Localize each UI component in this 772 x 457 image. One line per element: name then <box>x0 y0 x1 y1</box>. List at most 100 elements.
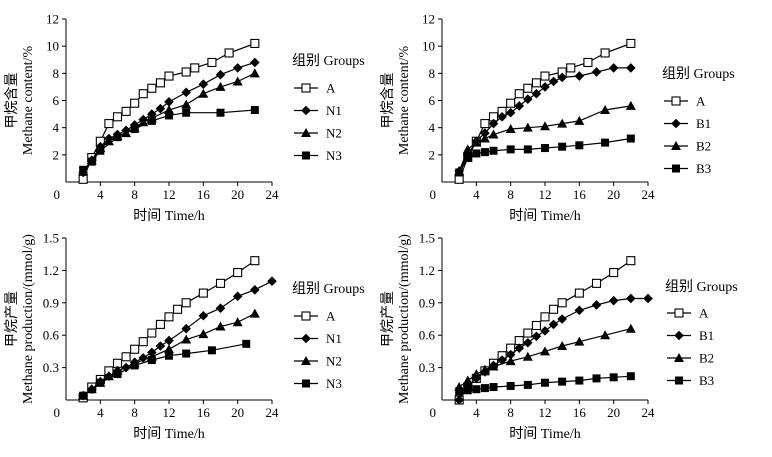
data-point-A <box>198 288 208 298</box>
data-point-N3 <box>242 339 251 348</box>
y-tick-label: 1.5 <box>419 231 435 246</box>
data-point-N3 <box>113 370 122 379</box>
legend: 组别 Groups A B1 B2 B3 <box>662 66 735 176</box>
y-tick-label: 0.3 <box>419 360 435 375</box>
y-axis-label-en: Methane production/(mmol/g) <box>397 234 412 404</box>
data-point-B1 <box>523 94 533 104</box>
y-axis-label-en: Methane content/% <box>21 46 36 156</box>
data-point-A <box>147 83 157 93</box>
data-point-B2 <box>522 122 533 132</box>
data-point-B3 <box>455 387 464 396</box>
data-point-N3 <box>96 378 105 387</box>
y-tick-label: 1.2 <box>419 263 435 278</box>
data-point-B1 <box>540 326 550 336</box>
series-B1 <box>454 63 636 176</box>
legend-marker-N2 <box>301 356 311 365</box>
x-tick-label: 20 <box>607 405 620 420</box>
origin-tick-label: 0 <box>430 405 437 420</box>
y-tick-label: 0.9 <box>419 295 435 310</box>
data-point-A <box>250 38 260 49</box>
data-point-A <box>138 337 148 347</box>
data-point-A <box>190 63 200 73</box>
data-point-B1 <box>548 319 559 330</box>
legend-entry-A: A <box>699 306 709 321</box>
data-point-A <box>523 328 533 338</box>
data-point-B3 <box>558 377 567 386</box>
data-point-B1 <box>505 107 516 118</box>
x-tick-label: 24 <box>266 405 280 420</box>
legend-title: 组别 Groups <box>292 281 365 297</box>
data-point-A <box>155 78 165 88</box>
legend-entry-N2: N2 <box>326 126 342 141</box>
data-point-B2 <box>488 129 499 139</box>
data-point-B1 <box>643 293 653 304</box>
data-point-A <box>540 312 550 322</box>
x-tick-label: 20 <box>231 187 244 202</box>
origin-tick-label: 0 <box>54 187 61 202</box>
legend-marker-B3 <box>675 376 683 385</box>
legend-marker-B1 <box>674 330 684 341</box>
y-tick-label: 0.6 <box>43 328 60 343</box>
data-point-N3 <box>182 349 191 358</box>
legend-entry-B2: B2 <box>696 139 711 154</box>
data-point-B1 <box>557 72 567 83</box>
data-point-N2 <box>103 136 114 146</box>
data-point-B2 <box>505 356 516 366</box>
legend-entry-B3: B3 <box>696 161 711 176</box>
series-B2 <box>454 100 636 176</box>
data-point-B1 <box>591 67 602 77</box>
x-tick-label: 24 <box>642 187 656 202</box>
y-tick-label: 1.2 <box>43 263 59 278</box>
x-tick-label: 12 <box>163 405 176 420</box>
data-point-B1 <box>626 63 636 73</box>
data-point-A <box>207 57 217 68</box>
origin-tick-label: 0 <box>54 405 61 420</box>
series-N3 <box>79 106 259 174</box>
data-point-B3 <box>506 145 515 154</box>
legend-entry-N3: N3 <box>326 148 342 163</box>
legend-marker-A <box>301 311 311 321</box>
data-point-B1 <box>505 349 516 360</box>
data-point-B2 <box>600 105 611 115</box>
data-point-N1 <box>250 285 260 295</box>
series-line-N1 <box>82 61 255 173</box>
legend-entry-B3: B3 <box>699 373 714 388</box>
data-point-A <box>233 268 243 278</box>
data-point-B1 <box>514 343 525 353</box>
data-point-B3 <box>480 384 489 393</box>
x-tick-label: 8 <box>507 187 514 202</box>
x-tick-label: 24 <box>642 405 656 420</box>
data-point-B1 <box>591 300 602 310</box>
data-point-A <box>531 78 541 88</box>
data-point-N2 <box>215 81 226 91</box>
series-B3 <box>455 372 635 396</box>
y-tick-label: 6 <box>53 93 60 108</box>
data-point-A <box>540 71 550 81</box>
data-point-B3 <box>592 374 601 383</box>
data-point-B3 <box>463 153 472 162</box>
data-point-B3 <box>523 380 532 389</box>
data-point-N2 <box>164 344 174 354</box>
legend-title: 组别 Groups <box>662 66 735 82</box>
data-point-N1 <box>164 335 174 346</box>
series-N1 <box>78 276 277 401</box>
data-point-B2 <box>479 133 490 143</box>
data-point-A <box>181 298 191 308</box>
data-point-B2 <box>462 375 473 385</box>
data-point-A <box>173 304 183 314</box>
data-point-A <box>164 312 174 322</box>
legend: 组别 Groups A N1 N2 N3 <box>292 53 365 163</box>
data-point-B3 <box>558 142 567 151</box>
legend-entry-B1: B1 <box>696 116 711 131</box>
data-point-N2 <box>181 334 192 344</box>
x-tick-label: 20 <box>231 405 244 420</box>
legend-marker-A <box>671 96 681 106</box>
data-point-N2 <box>249 68 260 78</box>
data-point-B2 <box>505 124 516 134</box>
y-tick-label: 0.3 <box>43 360 59 375</box>
legend-entry-B2: B2 <box>699 351 714 366</box>
data-point-N3 <box>216 108 225 117</box>
